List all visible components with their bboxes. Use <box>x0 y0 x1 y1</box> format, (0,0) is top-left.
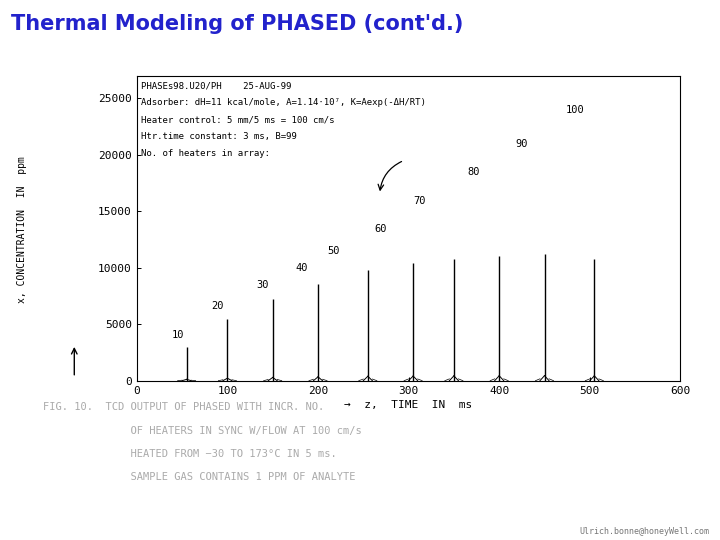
Text: 60: 60 <box>374 224 387 234</box>
Text: Ulrich.bonne@honeyWell.com: Ulrich.bonne@honeyWell.com <box>579 526 709 536</box>
Text: PHASEs98.U20/PH    25-AUG-99: PHASEs98.U20/PH 25-AUG-99 <box>141 81 292 90</box>
Text: 70: 70 <box>413 195 426 206</box>
Text: FIG. 10.  TCD OUTPUT OF PHASED WITH INCR. NO.: FIG. 10. TCD OUTPUT OF PHASED WITH INCR.… <box>43 402 325 413</box>
Text: OF HEATERS IN SYNC W/FLOW AT 100 cm/s: OF HEATERS IN SYNC W/FLOW AT 100 cm/s <box>43 426 362 436</box>
Text: No. of heaters in array:: No. of heaters in array: <box>141 149 270 158</box>
Text: x, CONCENTRATION  IN  ppm: x, CONCENTRATION IN ppm <box>17 156 27 303</box>
Text: 90: 90 <box>516 139 528 149</box>
Text: HEATED FROM −30 TO 173°C IN 5 ms.: HEATED FROM −30 TO 173°C IN 5 ms. <box>43 449 337 459</box>
Text: 20: 20 <box>211 301 224 310</box>
Text: 50: 50 <box>327 246 340 256</box>
X-axis label: →  z,  TIME  IN  ms: → z, TIME IN ms <box>344 400 473 410</box>
Text: 40: 40 <box>295 264 308 273</box>
Text: 10: 10 <box>171 330 184 340</box>
Text: 80: 80 <box>467 167 480 177</box>
Text: 100: 100 <box>565 105 584 115</box>
Text: Thermal Modeling of PHASED (cont'd.): Thermal Modeling of PHASED (cont'd.) <box>11 14 463 33</box>
Text: Heater control: 5 mm/5 ms = 100 cm/s: Heater control: 5 mm/5 ms = 100 cm/s <box>141 115 335 124</box>
Text: 30: 30 <box>256 280 269 291</box>
Text: Htr.time constant: 3 ms, B=99: Htr.time constant: 3 ms, B=99 <box>141 132 297 141</box>
Text: SAMPLE GAS CONTAINS 1 PPM OF ANALYTE: SAMPLE GAS CONTAINS 1 PPM OF ANALYTE <box>43 472 356 482</box>
Text: Adsorber: dH=11 kcal/mole, A=1.14·10⁷, K=Aexp(-ΔH/RT): Adsorber: dH=11 kcal/mole, A=1.14·10⁷, K… <box>141 98 426 107</box>
